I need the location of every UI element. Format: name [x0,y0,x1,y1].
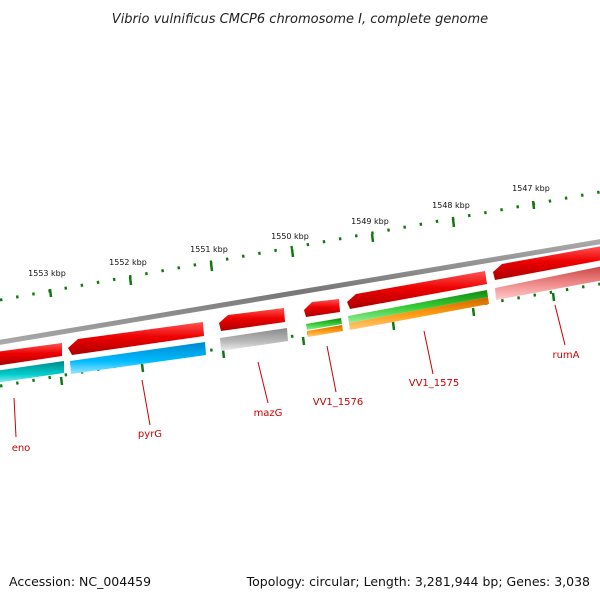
accession-text: Accession: NC_004459 [9,574,151,589]
gene-eno-cds-arrow [0,343,62,366]
gene-eno-cog-band [0,361,64,383]
major-tick [551,292,556,302]
inner-scale-ring [0,282,600,388]
major-tick [370,233,375,243]
major-tick [209,262,214,272]
gene-VV1_1575-cds-arrow [347,271,487,309]
gene-VV1_1576-cog-band-orange [307,325,343,337]
gene-VV1_1576-cog-band-green [306,318,342,330]
leader-VV1_1575 [423,330,434,375]
scale-labels: 1547 kbp 1548 kbp 1549 kbp 1550 kbp 1551… [28,184,550,278]
gene-label-eno[interactable]: eno [12,443,31,454]
gene-label-leaders [13,304,566,438]
major-ticks-outer [48,200,536,298]
outer-scale-ring [0,190,600,302]
gene-eno[interactable] [0,343,64,383]
gene-rumA-cog-band [495,266,600,300]
leader-pyrG [141,379,151,426]
major-tick [59,376,64,386]
major-tick [531,200,536,210]
major-tick [391,321,396,331]
gene-pyrG[interactable] [68,322,206,374]
gene-label-mazG[interactable]: mazG [254,408,283,419]
gene-VV1_1576-cds-arrow [304,299,340,317]
tick-label-1549: 1549 kbp [351,217,389,226]
tick-label-1552: 1552 kbp [109,258,147,267]
gene-label-VV1_1576[interactable]: VV1_1576 [313,397,364,408]
major-tick [48,288,53,298]
minor-ticks-outer [0,190,600,302]
leader-mazG [257,361,269,404]
gene-label-VV1_1575[interactable]: VV1_1575 [409,378,460,389]
gene-rumA[interactable] [493,246,600,300]
gene-VV1_1576[interactable] [304,299,343,337]
major-ticks-inner [59,292,556,386]
map-title: Vibrio vulnificus CMCP6 chromosome I, co… [112,12,488,27]
gene-mazG-cog-band [220,328,288,351]
gene-label-pyrG[interactable]: pyrG [138,429,162,440]
tick-label-1550: 1550 kbp [271,232,309,241]
gene-label-rumA[interactable]: rumA [552,350,579,361]
tick-label-1548: 1548 kbp [432,201,470,210]
leader-VV1_1576 [326,345,337,393]
gene-VV1_1575[interactable] [347,271,489,330]
major-tick [140,363,145,373]
gene-pyrG-cds-arrow [68,322,204,355]
tick-label-1551: 1551 kbp [190,245,228,254]
leader-eno [13,397,17,438]
chromosome-backbone [0,239,600,345]
major-tick [471,307,476,317]
gene-features [0,246,600,383]
gene-labels: eno pyrG mazG VV1_1576 VV1_1575 rumA [12,350,580,454]
tick-label-1553: 1553 kbp [28,269,66,278]
major-tick [301,336,306,346]
major-tick [451,218,456,228]
gene-pyrG-cog-band [70,342,206,374]
tick-label-1547: 1547 kbp [512,184,550,193]
gene-mazG-cds-arrow [219,308,285,331]
gene-rumA-cds-arrow [493,246,600,280]
major-tick [221,349,226,359]
gene-VV1_1575-cog-band-green [348,290,488,323]
major-tick [128,276,133,286]
major-tick [290,248,295,258]
leader-rumA [554,304,566,346]
gene-VV1_1575-cog-band-orange [349,297,489,330]
gene-mazG[interactable] [219,308,288,351]
genome-summary-text: Topology: circular; Length: 3,281,944 bp… [246,574,590,589]
